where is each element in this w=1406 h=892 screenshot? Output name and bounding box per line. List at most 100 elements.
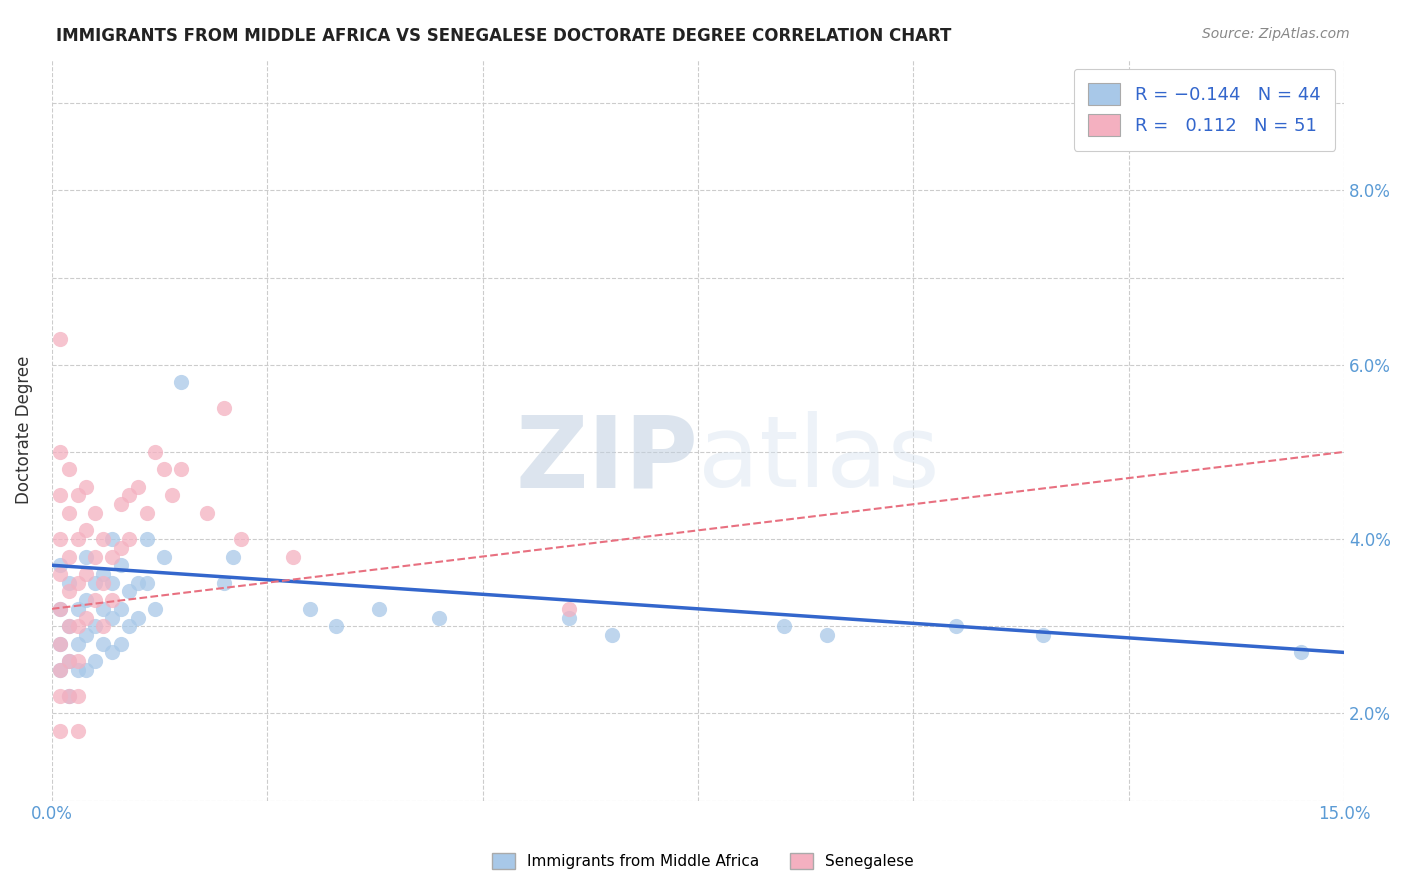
Point: [66, 723, 89, 738]
Point: [101, 532, 124, 546]
Point: [66, 602, 89, 616]
Point: [110, 602, 132, 616]
Y-axis label: Doctorate Degree: Doctorate Degree: [15, 356, 32, 504]
Point: [773, 619, 796, 633]
Point: [49, 445, 72, 459]
Point: [110, 541, 132, 555]
Text: Source: ZipAtlas.com: Source: ZipAtlas.com: [1202, 27, 1350, 41]
Point: [66, 619, 89, 633]
Point: [101, 593, 124, 607]
Point: [49, 663, 72, 677]
Point: [101, 645, 124, 659]
Point: [58, 584, 80, 599]
Point: [58, 689, 80, 703]
Point: [49, 566, 72, 581]
Point: [49, 637, 72, 651]
Point: [75, 566, 97, 581]
Text: IMMIGRANTS FROM MIDDLE AFRICA VS SENEGALESE DOCTORATE DEGREE CORRELATION CHART: IMMIGRANTS FROM MIDDLE AFRICA VS SENEGAL…: [56, 27, 952, 45]
Point: [945, 619, 967, 633]
Point: [66, 654, 89, 668]
Point: [600, 628, 623, 642]
Text: atlas: atlas: [697, 411, 939, 508]
Point: [75, 593, 97, 607]
Point: [66, 637, 89, 651]
Point: [49, 532, 72, 546]
Point: [127, 480, 149, 494]
Point: [49, 602, 72, 616]
Point: [93, 532, 115, 546]
Point: [110, 497, 132, 511]
Point: [152, 462, 174, 476]
Point: [368, 602, 391, 616]
Point: [170, 462, 193, 476]
Point: [75, 663, 97, 677]
Point: [58, 462, 80, 476]
Point: [83, 549, 105, 564]
Point: [49, 602, 72, 616]
Legend: R = −0.144   N = 44, R =   0.112   N = 51: R = −0.144 N = 44, R = 0.112 N = 51: [1074, 69, 1336, 151]
Point: [66, 488, 89, 502]
Point: [49, 663, 72, 677]
Point: [93, 619, 115, 633]
Point: [281, 549, 304, 564]
Point: [101, 549, 124, 564]
Point: [1289, 645, 1312, 659]
Point: [58, 689, 80, 703]
Point: [118, 532, 141, 546]
Legend: Immigrants from Middle Africa, Senegalese: Immigrants from Middle Africa, Senegales…: [486, 847, 920, 875]
Point: [75, 549, 97, 564]
Point: [135, 575, 157, 590]
Point: [83, 619, 105, 633]
Point: [135, 506, 157, 520]
Point: [429, 610, 451, 624]
Point: [58, 654, 80, 668]
Point: [75, 524, 97, 538]
Point: [83, 506, 105, 520]
Point: [58, 549, 80, 564]
Point: [93, 602, 115, 616]
Point: [118, 619, 141, 633]
Point: [49, 332, 72, 346]
Point: [75, 610, 97, 624]
Point: [195, 506, 218, 520]
Point: [118, 584, 141, 599]
Point: [49, 558, 72, 573]
Point: [58, 619, 80, 633]
Point: [127, 610, 149, 624]
Point: [83, 654, 105, 668]
Point: [815, 628, 838, 642]
Point: [110, 558, 132, 573]
Point: [49, 689, 72, 703]
Point: [93, 637, 115, 651]
Point: [101, 610, 124, 624]
Point: [75, 628, 97, 642]
Point: [58, 506, 80, 520]
Point: [93, 566, 115, 581]
Point: [557, 610, 579, 624]
Point: [93, 575, 115, 590]
Point: [66, 689, 89, 703]
Point: [143, 445, 166, 459]
Point: [58, 619, 80, 633]
Point: [49, 637, 72, 651]
Point: [58, 575, 80, 590]
Point: [49, 723, 72, 738]
Point: [75, 480, 97, 494]
Point: [325, 619, 347, 633]
Point: [83, 575, 105, 590]
Point: [66, 532, 89, 546]
Point: [58, 654, 80, 668]
Point: [143, 602, 166, 616]
Point: [83, 593, 105, 607]
Point: [162, 488, 184, 502]
Point: [127, 575, 149, 590]
Point: [299, 602, 322, 616]
Point: [101, 575, 124, 590]
Point: [135, 532, 157, 546]
Point: [212, 575, 235, 590]
Point: [66, 663, 89, 677]
Point: [152, 549, 174, 564]
Point: [212, 401, 235, 416]
Text: ZIP: ZIP: [515, 411, 697, 508]
Point: [231, 532, 253, 546]
